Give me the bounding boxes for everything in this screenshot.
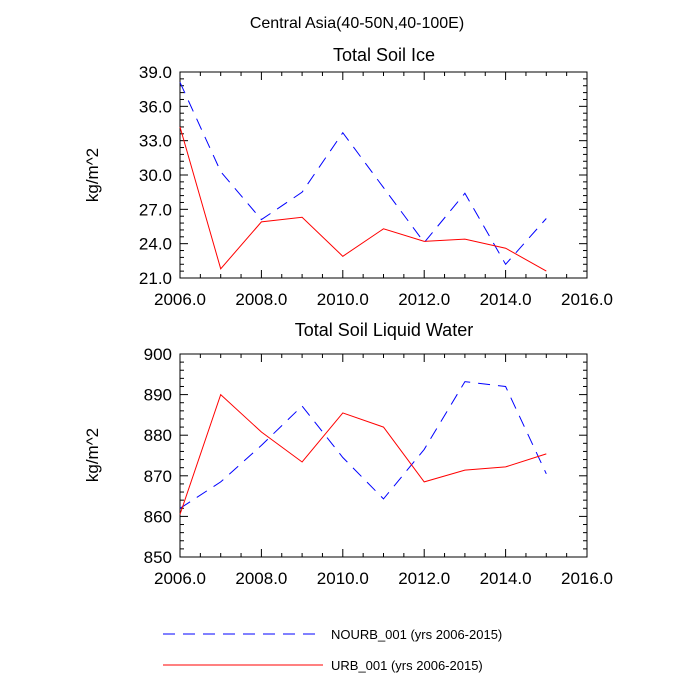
chart-title-soil-ice: Total Soil Ice [333,45,435,65]
series-line-nourb-soil-ice [179,82,547,266]
y-tick-label: 30.0 [139,166,172,185]
legend: NOURB_001 (yrs 2006-2015) URB_001 (yrs 2… [163,627,502,673]
x-tick-label: 2008.0 [235,290,287,309]
series-line-urb-soil-liquid-water [179,393,547,515]
y-axis-label-soil-liquid-water: kg/m^2 [83,428,102,482]
y-tick-label: 33.0 [139,132,172,151]
y-tick-label: 890 [144,386,172,405]
y-tick-label: 24.0 [139,235,172,254]
x-tick-label: 2010.0 [317,569,369,588]
y-tick-label: 39.0 [139,63,172,82]
y-tick-label: 36.0 [139,97,172,116]
x-tick-label: 2010.0 [317,290,369,309]
legend-label-urb: URB_001 (yrs 2006-2015) [331,658,483,673]
main-title: Central Asia(40-50N,40-100E) [250,15,464,32]
x-tick-label: 2014.0 [480,290,532,309]
x-tick-label: 2012.0 [398,290,450,309]
y-tick-label: 850 [144,548,172,567]
x-tick-label: 2006.0 [154,290,206,309]
y-tick-label: 21.0 [139,269,172,288]
x-tick-label: 2016.0 [561,290,613,309]
x-tick-label: 2016.0 [561,569,613,588]
x-tick-label: 2014.0 [480,569,532,588]
plot-frame-soil-ice [179,71,588,279]
legend-label-nourb: NOURB_001 (yrs 2006-2015) [331,627,502,642]
plot-frame-soil-liquid-water [179,353,588,558]
y-tick-label: 27.0 [139,200,172,219]
chart-panel-soil-ice: Total Soil Ice kg/m^2 2006.0 2008.0 2010.0… [83,45,613,309]
y-tick-label: 880 [144,426,172,445]
x-tick-label: 2008.0 [235,569,287,588]
series-line-urb-soil-ice [179,126,547,272]
x-tick-label: 2006.0 [154,569,206,588]
y-tick-label: 860 [144,507,172,526]
x-tick-label: 2012.0 [398,569,450,588]
y-tick-label: 870 [144,467,172,486]
chart-title-soil-liquid-water: Total Soil Liquid Water [295,320,473,340]
chart-panel-soil-liquid-water: Total Soil Liquid Water kg/m^2 2006.0 200… [83,320,613,588]
y-axis-label-soil-ice: kg/m^2 [83,148,102,202]
y-tick-label: 900 [144,345,172,364]
series-line-nourb-soil-liquid-water [179,381,547,509]
